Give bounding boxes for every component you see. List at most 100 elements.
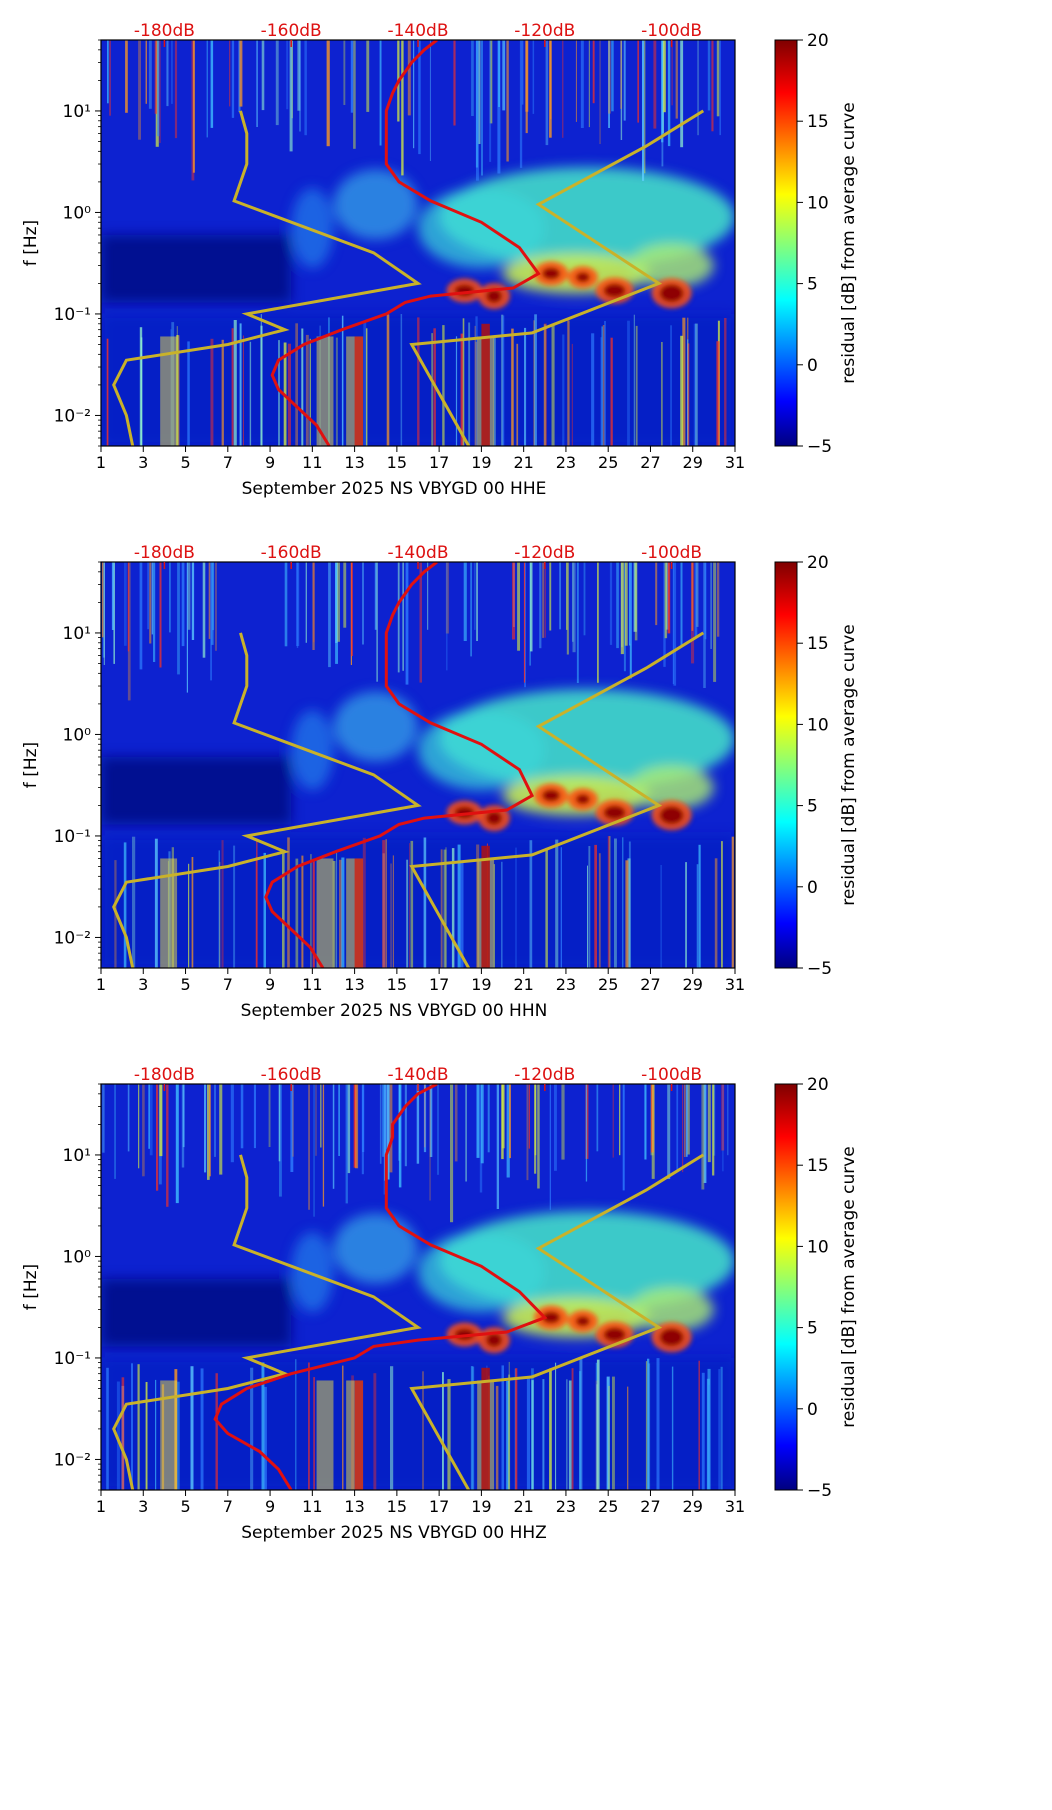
x-tick-label: 25 <box>598 453 618 472</box>
spectrogram-streaks <box>102 1084 729 1490</box>
noise-model-low-line <box>112 632 422 968</box>
y-tick-label: 10⁻² <box>54 928 91 948</box>
x-tick-label: 23 <box>556 975 576 994</box>
colorbar-hhe: −5 0 5 10 15 20 residual [dB] from average cur… <box>774 31 859 457</box>
x-tick-label: 25 <box>598 1497 618 1516</box>
x-tick-label: 17 <box>429 975 449 994</box>
average-curve-line <box>264 562 535 968</box>
x-tick-label: 9 <box>265 453 275 472</box>
x-tick-label: 7 <box>223 1497 233 1516</box>
x-tick-label: 21 <box>513 975 533 994</box>
colorbar-tick-label: 10 <box>807 193 829 213</box>
noise-model-high-line <box>409 631 705 968</box>
x-tick-label: 1 <box>96 1497 106 1516</box>
db-scale-label: -120dB <box>514 21 575 41</box>
average-curve-line <box>270 40 541 446</box>
colorbar-gradient <box>774 39 798 447</box>
colorbar-tick-label: 20 <box>807 1075 829 1095</box>
colorbar-tick-label: 5 <box>807 275 818 295</box>
spectrogram-streaks <box>106 40 727 446</box>
spectrogram-hotspots <box>446 783 692 832</box>
db-scale-label: -180dB <box>134 543 195 563</box>
x-tick-label: 13 <box>344 1497 364 1516</box>
db-scale-label: -100dB <box>641 543 702 563</box>
noise-model-low-line <box>112 110 422 446</box>
db-scale-label: -120dB <box>514 1065 575 1085</box>
y-axis-label: f [Hz] <box>21 1264 41 1310</box>
db-scale-label: -180dB <box>134 21 195 41</box>
x-tick-label: 13 <box>344 975 364 994</box>
x-axis-label: September 2025 NS VBYGD 00 HHE <box>242 479 547 499</box>
x-tick-label: 29 <box>683 975 703 994</box>
x-tick-label: 5 <box>180 1497 190 1516</box>
noise-model-high-line <box>409 1153 705 1490</box>
x-tick-label: 19 <box>471 975 491 994</box>
colorbar-tick-label: 15 <box>807 634 829 654</box>
y-tick-label: 10⁻¹ <box>54 1349 91 1369</box>
x-tick-label: 9 <box>265 1497 275 1516</box>
x-tick-label: 11 <box>302 1497 322 1516</box>
db-scale-label: -160dB <box>261 1065 322 1085</box>
db-scale-label: -160dB <box>261 543 322 563</box>
y-tick-label: 10⁻² <box>54 406 91 426</box>
db-scale-label: -100dB <box>641 21 702 41</box>
db-scale-label: -120dB <box>514 543 575 563</box>
colorbar-label: residual [dB] from average curve <box>839 624 859 905</box>
colorbar-tick-label: 20 <box>807 553 829 573</box>
colorbar-tick-label: 5 <box>807 1319 818 1339</box>
x-tick-label: 27 <box>640 975 660 994</box>
y-axis-label: f [Hz] <box>21 742 41 788</box>
x-tick-label: 17 <box>429 453 449 472</box>
colorbar-tick-label: 20 <box>807 31 829 51</box>
x-tick-label: 7 <box>223 975 233 994</box>
db-scale-label: -180dB <box>134 1065 195 1085</box>
noise-model-high-line <box>409 109 705 446</box>
x-tick-label: 3 <box>138 1497 148 1516</box>
colorbar-tick-label: −5 <box>807 1481 832 1501</box>
colorbar-gradient <box>774 561 798 969</box>
x-tick-label: 15 <box>387 975 407 994</box>
x-tick-label: 23 <box>556 453 576 472</box>
x-tick-label: 29 <box>683 453 703 472</box>
x-tick-label: 13 <box>344 453 364 472</box>
colorbar-label: residual [dB] from average curve <box>839 1146 859 1427</box>
x-tick-label: 19 <box>471 1497 491 1516</box>
x-tick-label: 27 <box>640 453 660 472</box>
db-scale-label: -100dB <box>641 1065 702 1085</box>
y-tick-label: 10¹ <box>63 1146 91 1166</box>
x-axis-label: September 2025 NS VBYGD 00 HHN <box>241 1001 548 1021</box>
x-tick-label: 5 <box>180 975 190 994</box>
x-tick-label: 11 <box>302 453 322 472</box>
x-tick-label: 9 <box>265 975 275 994</box>
x-tick-label: 1 <box>96 453 106 472</box>
db-scale-label: -140dB <box>387 543 448 563</box>
x-tick-label: 19 <box>471 453 491 472</box>
x-tick-label: 25 <box>598 975 618 994</box>
x-tick-label: 21 <box>513 453 533 472</box>
colorbar-tick-label: −5 <box>807 959 832 979</box>
x-tick-label: 29 <box>683 1497 703 1516</box>
x-tick-label: 31 <box>725 453 745 472</box>
colorbar-tick-label: 15 <box>807 1156 829 1176</box>
y-tick-label: 10⁻¹ <box>54 305 91 325</box>
colorbar-tick-label: −5 <box>807 437 832 457</box>
x-tick-label: 1 <box>96 975 106 994</box>
x-tick-label: 31 <box>725 1497 745 1516</box>
x-tick-label: 15 <box>387 453 407 472</box>
x-tick-label: 31 <box>725 975 745 994</box>
y-tick-label: 10⁻¹ <box>54 827 91 847</box>
x-tick-label: 27 <box>640 1497 660 1516</box>
db-scale-label: -140dB <box>387 21 448 41</box>
x-tick-label: 23 <box>556 1497 576 1516</box>
x-tick-label: 17 <box>429 1497 449 1516</box>
x-tick-label: 11 <box>302 975 322 994</box>
db-scale-label: -140dB <box>387 1065 448 1085</box>
x-tick-label: 3 <box>138 453 148 472</box>
y-tick-label: 10⁰ <box>63 1247 92 1267</box>
y-axis-label: f [Hz] <box>21 220 41 266</box>
spectrogram-hhn <box>101 562 735 968</box>
